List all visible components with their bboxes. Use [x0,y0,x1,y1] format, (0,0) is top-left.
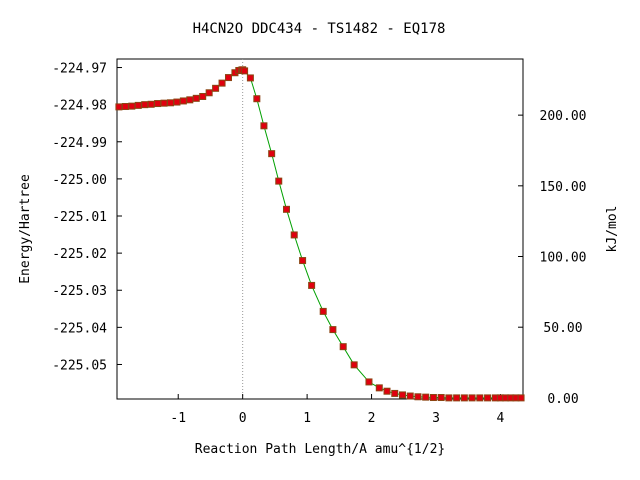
x-tick-label: 0 [239,411,247,426]
data-point [391,389,399,397]
data-point [121,103,129,111]
data-point [453,394,461,402]
data-point [460,394,468,402]
series-line [118,69,522,399]
data-point [246,74,254,82]
data-point [375,384,383,392]
x-tick-label: 3 [432,411,440,426]
data-point [350,361,358,369]
data-point [160,99,168,107]
data-point [253,95,261,103]
data-point [468,394,476,402]
data-point [186,96,194,104]
data-point [476,394,484,402]
y-axis-label: Energy/Hartree [18,174,33,284]
data-point [282,205,290,213]
data-point [429,394,437,402]
y-tick-label: -225.01 [52,210,107,225]
data-point [445,394,453,402]
data-point [339,343,347,351]
data-point [517,394,525,402]
data-point [205,89,213,97]
x-axis-label: Reaction Path Length/A amu^{1/2} [195,442,445,457]
data-point [268,150,276,158]
x-tick-label: -1 [170,411,186,426]
data-point [241,67,249,75]
y2-tick-label: 50.00 [543,321,582,336]
y-tick-label: -224.99 [52,136,107,151]
y-tick-label: -224.97 [52,62,107,77]
data-point [290,231,298,239]
data-point [406,392,414,400]
data-point [299,257,307,265]
data-point [134,101,142,109]
y-tick-label: -225.02 [52,247,107,262]
data-point [437,394,445,402]
x-tick-label: 4 [497,411,505,426]
x-tick-label: 2 [368,411,376,426]
y-tick-label: -225.04 [52,321,107,336]
y2-tick-label: 150.00 [540,180,587,195]
data-point [141,101,149,109]
data-point [275,177,283,185]
data-point [365,378,373,386]
data-point [260,122,268,130]
data-point [422,393,430,401]
y-tick-label: -224.98 [52,99,107,114]
data-point [383,387,391,395]
data-point [398,391,406,399]
plot-border [116,58,524,400]
x-tick-label: 1 [303,411,311,426]
y-tick-label: -225.00 [52,173,107,188]
y-tick-label: -225.05 [52,358,107,373]
data-point [224,74,232,82]
data-point [218,79,226,87]
y2-tick-label: 100.00 [540,251,587,266]
plot-frame [116,58,524,400]
y2-tick-label: 200.00 [540,109,587,124]
data-point [173,98,181,106]
y-tick-label: -225.03 [52,284,107,299]
data-point [319,307,327,315]
data-point [128,102,136,110]
y-axis-left: -224.97 -224.98 -224.99 -225.00 -225.01 -225.… [52,62,122,373]
data-point [199,92,207,100]
data-point [329,326,337,334]
series-group [115,66,525,402]
data-point [414,393,422,401]
data-point [179,97,187,105]
data-point [308,281,316,289]
data-point [154,100,162,108]
data-point [484,394,492,402]
y-axis-right: 0.00 50.00 100.00 150.00 200.00 [518,109,586,407]
data-point [166,99,174,107]
chart-title: H4CN2O DDC434 - TS1482 - EQ178 [193,21,446,37]
data-point [212,84,220,92]
y2-axis-label: kJ/mol [605,206,620,253]
data-point [147,100,155,108]
data-point [115,103,123,111]
x-axis: -1 0 1 2 3 4 [170,394,505,426]
data-point [192,94,200,102]
y2-tick-label: 0.00 [547,392,578,407]
